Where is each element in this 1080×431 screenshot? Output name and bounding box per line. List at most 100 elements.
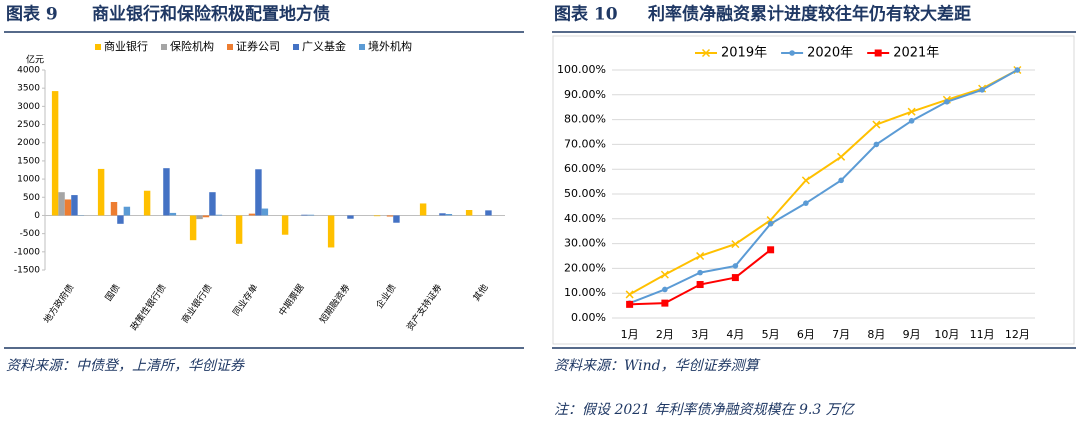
x-tick-label: 同业存单: [230, 282, 260, 318]
bar: [216, 215, 222, 216]
line: [630, 70, 1018, 294]
x-tick-label: 9月: [903, 328, 921, 341]
bar: [203, 215, 209, 217]
figure-title: 利率债净融资累计进度较往年仍有较大差距: [648, 4, 971, 25]
x-tick-label: 中期票据: [276, 282, 306, 318]
legend-swatch: [161, 44, 167, 50]
marker: [1015, 67, 1021, 73]
legend-label: 2021年: [893, 46, 939, 61]
x-tick-label: 7月: [832, 328, 850, 341]
bar: [262, 209, 268, 216]
x-tick-label: 10月: [934, 328, 959, 341]
source: 资料来源：中债登，上清所，华创证券: [6, 358, 245, 374]
y-tick-label: -500: [20, 229, 41, 239]
marker: [626, 291, 633, 298]
legend-marker: [875, 50, 882, 57]
bar: [446, 214, 452, 215]
x-tick-label: 商业银行债: [179, 282, 215, 326]
bar: [65, 199, 71, 215]
marker: [803, 200, 809, 206]
bar: [58, 192, 64, 215]
marker: [697, 281, 704, 288]
bar: [387, 215, 393, 216]
legend-marker: [789, 50, 795, 56]
y-tick-label: 100.00%: [557, 63, 606, 76]
bar: [98, 169, 104, 216]
bar: [301, 215, 307, 216]
marker: [874, 142, 880, 148]
x-tick-label: 4月: [726, 328, 744, 341]
x-tick-label: 3月: [691, 328, 709, 341]
bar: [71, 195, 77, 215]
legend-label: 证券公司: [236, 39, 280, 53]
y-tick-label: 20.00%: [564, 261, 606, 274]
x-tick-label: 企业债: [373, 282, 398, 311]
y-tick-label: 500: [23, 193, 40, 203]
legend-label: 2019年: [721, 46, 767, 61]
marker: [732, 274, 739, 281]
bar: [308, 215, 314, 216]
bar: [190, 215, 196, 240]
line: [630, 250, 771, 305]
bar: [249, 214, 255, 216]
legend-label: 境外机构: [368, 39, 412, 53]
bar: [347, 215, 353, 218]
marker: [979, 87, 985, 93]
y-tick-label: 2500: [17, 120, 40, 130]
y-unit: 亿元: [26, 54, 44, 66]
bar: [52, 91, 58, 215]
bar: [466, 210, 472, 215]
y-tick-label: -1000: [14, 247, 40, 257]
y-tick-label: 70.00%: [564, 137, 606, 150]
bar: [420, 203, 426, 215]
y-tick-label: 0.00%: [571, 311, 606, 324]
figure-label: 图表 9: [6, 4, 58, 25]
marker: [944, 99, 950, 105]
x-tick-label: 其他: [470, 282, 490, 304]
figure-title: 商业银行和保险积极配置地方债: [92, 4, 330, 25]
x-tick-label: 资产支持证券: [404, 282, 445, 333]
legend-swatch: [227, 44, 233, 50]
y-tick-label: 3500: [17, 84, 40, 94]
marker: [661, 271, 668, 278]
y-tick-label: 40.00%: [564, 212, 606, 225]
marker: [768, 221, 774, 227]
bar: [196, 215, 202, 219]
y-tick-label: 10.00%: [564, 286, 606, 299]
note: 注：假设 2021 年利率债净融资规模在 9.3 万亿: [554, 402, 856, 418]
bar: [282, 215, 288, 234]
source: 资料来源：Wind，华创证券测算: [554, 358, 761, 374]
y-tick-label: 3000: [17, 102, 40, 112]
y-tick-label: 1500: [17, 156, 40, 166]
x-tick-label: 6月: [797, 328, 815, 341]
marker: [662, 287, 668, 293]
bar: [144, 191, 150, 216]
marker: [733, 263, 739, 269]
y-tick-label: 30.00%: [564, 237, 606, 250]
x-tick-label: 2月: [656, 328, 674, 341]
legend-label: 保险机构: [170, 39, 214, 53]
bar: [485, 210, 491, 215]
y-tick-label: 80.00%: [564, 113, 606, 126]
y-tick-label: 2000: [17, 138, 40, 148]
bar: [117, 215, 123, 223]
x-tick-label: 短期融资券: [317, 282, 353, 326]
legend-swatch: [293, 44, 299, 50]
x-tick-label: 5月: [762, 328, 780, 341]
marker: [909, 118, 915, 124]
legend-label: 2020年: [807, 46, 853, 61]
bar: [170, 213, 176, 216]
bar: [111, 202, 117, 215]
y-tick-label: 60.00%: [564, 162, 606, 175]
figure-label: 图表 10: [554, 4, 618, 25]
x-tick-label: 地方政府债: [41, 282, 77, 326]
bar: [255, 169, 261, 215]
marker: [838, 153, 845, 160]
bar: [328, 215, 334, 247]
marker: [802, 177, 809, 184]
bar: [439, 213, 445, 215]
bar: [374, 215, 380, 216]
bar: [163, 168, 169, 215]
